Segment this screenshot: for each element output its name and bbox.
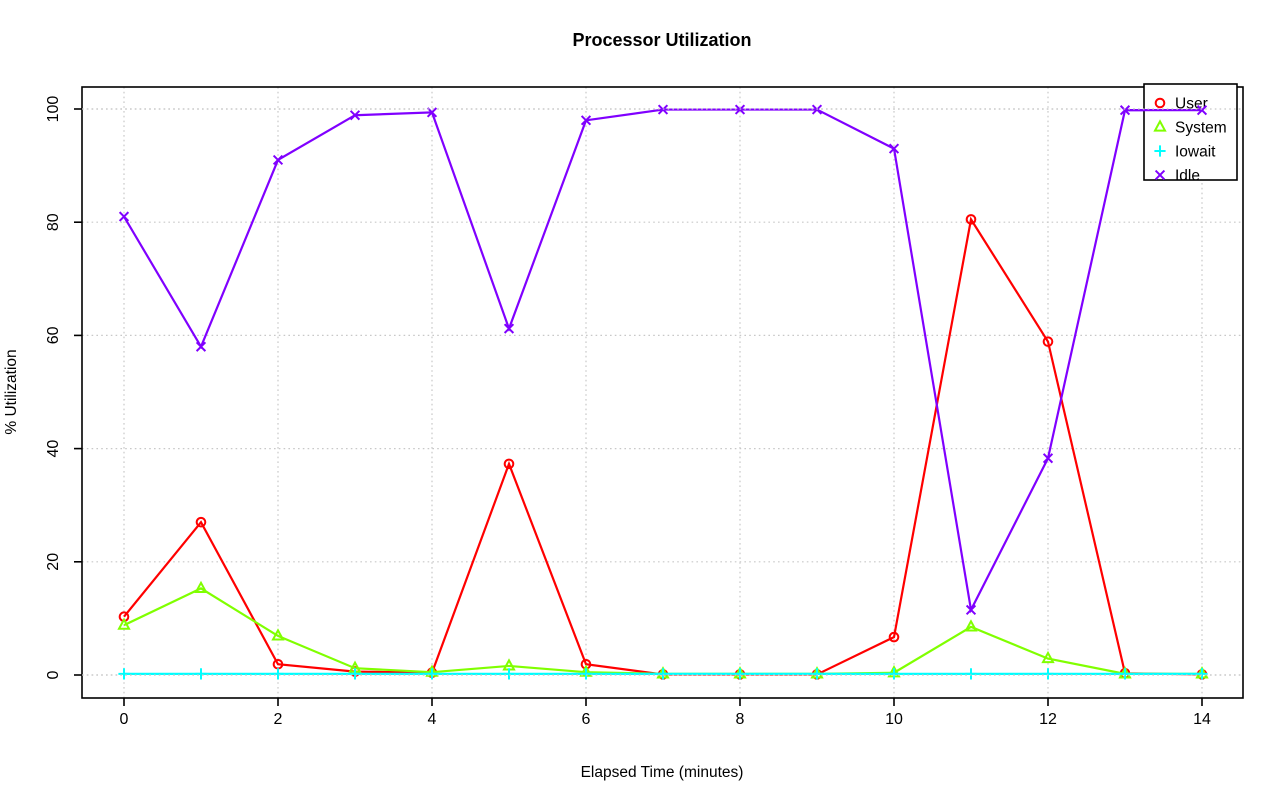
legend-label-system: System — [1175, 120, 1227, 137]
legend-marker-iowait — [1154, 145, 1166, 157]
data-point-iowait — [503, 668, 515, 680]
data-point-idle — [1042, 453, 1054, 464]
data-point-system — [117, 617, 131, 630]
data-point-iowait — [349, 668, 361, 680]
data-point-user — [1042, 336, 1054, 347]
legend-marker-system — [1153, 119, 1167, 132]
data-point-iowait — [426, 668, 438, 680]
y-tick-label: 40 — [45, 440, 62, 458]
data-point-iowait — [811, 668, 823, 680]
data-point-iowait — [195, 668, 207, 680]
data-point-user — [195, 516, 207, 528]
overlay-layer — [82, 105, 1243, 676]
data-point-idle — [118, 211, 130, 222]
legend-box — [1143, 83, 1238, 181]
data-point-iowait — [1196, 668, 1208, 680]
y-tick-label: 0 — [45, 670, 62, 679]
x-tick-label: 12 — [1039, 711, 1057, 728]
data-point-idle — [503, 323, 515, 334]
y-tick-label: 80 — [45, 213, 62, 231]
plot-border — [81, 86, 1244, 699]
data-point-system — [194, 580, 208, 594]
y-axis-label: % Utilization — [3, 349, 20, 434]
x-axis-label: Elapsed Time (minutes) — [581, 764, 744, 781]
x-tick-label: 8 — [736, 711, 745, 728]
data-point-iowait — [118, 668, 130, 680]
series-layer — [117, 104, 1209, 680]
data-point-idle — [1196, 105, 1208, 116]
legend-marker-idle — [1154, 169, 1166, 181]
data-point-iowait — [272, 668, 284, 680]
data-point-iowait — [734, 668, 746, 680]
data-point-idle — [195, 341, 207, 352]
data-point-iowait — [965, 668, 977, 680]
data-point-iowait — [1119, 668, 1131, 680]
x-tick-label: 4 — [428, 711, 437, 728]
data-point-system — [1041, 650, 1055, 664]
chart-title: Processor Utilization — [572, 30, 751, 50]
series-line-system — [123, 587, 1202, 675]
data-point-user — [503, 458, 515, 470]
data-point-iowait — [1042, 668, 1054, 680]
legend-label-idle: Idle — [1175, 168, 1200, 185]
data-point-idle — [580, 115, 592, 126]
data-point-system — [271, 628, 285, 641]
x-tick-label: 14 — [1193, 711, 1211, 728]
legend-label-iowait: Iowait — [1175, 144, 1216, 161]
data-point-idle — [272, 154, 284, 166]
data-point-system — [964, 619, 978, 632]
x-tick-label: 10 — [885, 711, 903, 728]
series-line-idle — [123, 108, 1202, 614]
legend-marker-user — [1154, 97, 1166, 109]
series-line-user — [123, 216, 1203, 676]
data-point-iowait — [888, 668, 900, 680]
grid-layer — [82, 87, 1243, 698]
data-point-user — [965, 214, 977, 225]
y-tick-label: 20 — [45, 553, 62, 571]
data-point-iowait — [657, 668, 669, 680]
x-tick-label: 2 — [274, 711, 283, 728]
data-point-idle — [888, 143, 900, 154]
y-tick-label: 60 — [45, 326, 62, 344]
data-point-idle — [965, 604, 977, 616]
data-point-idle — [349, 110, 361, 121]
data-point-user — [888, 631, 900, 643]
data-point-iowait — [580, 668, 592, 680]
x-tick-label: 0 — [120, 711, 129, 728]
axis-layer: 0 2 4 6 8 10 12 14 0 20 40 60 80 100 — [45, 96, 1211, 728]
y-tick-label: 100 — [45, 96, 62, 123]
x-tick-label: 6 — [582, 711, 591, 728]
